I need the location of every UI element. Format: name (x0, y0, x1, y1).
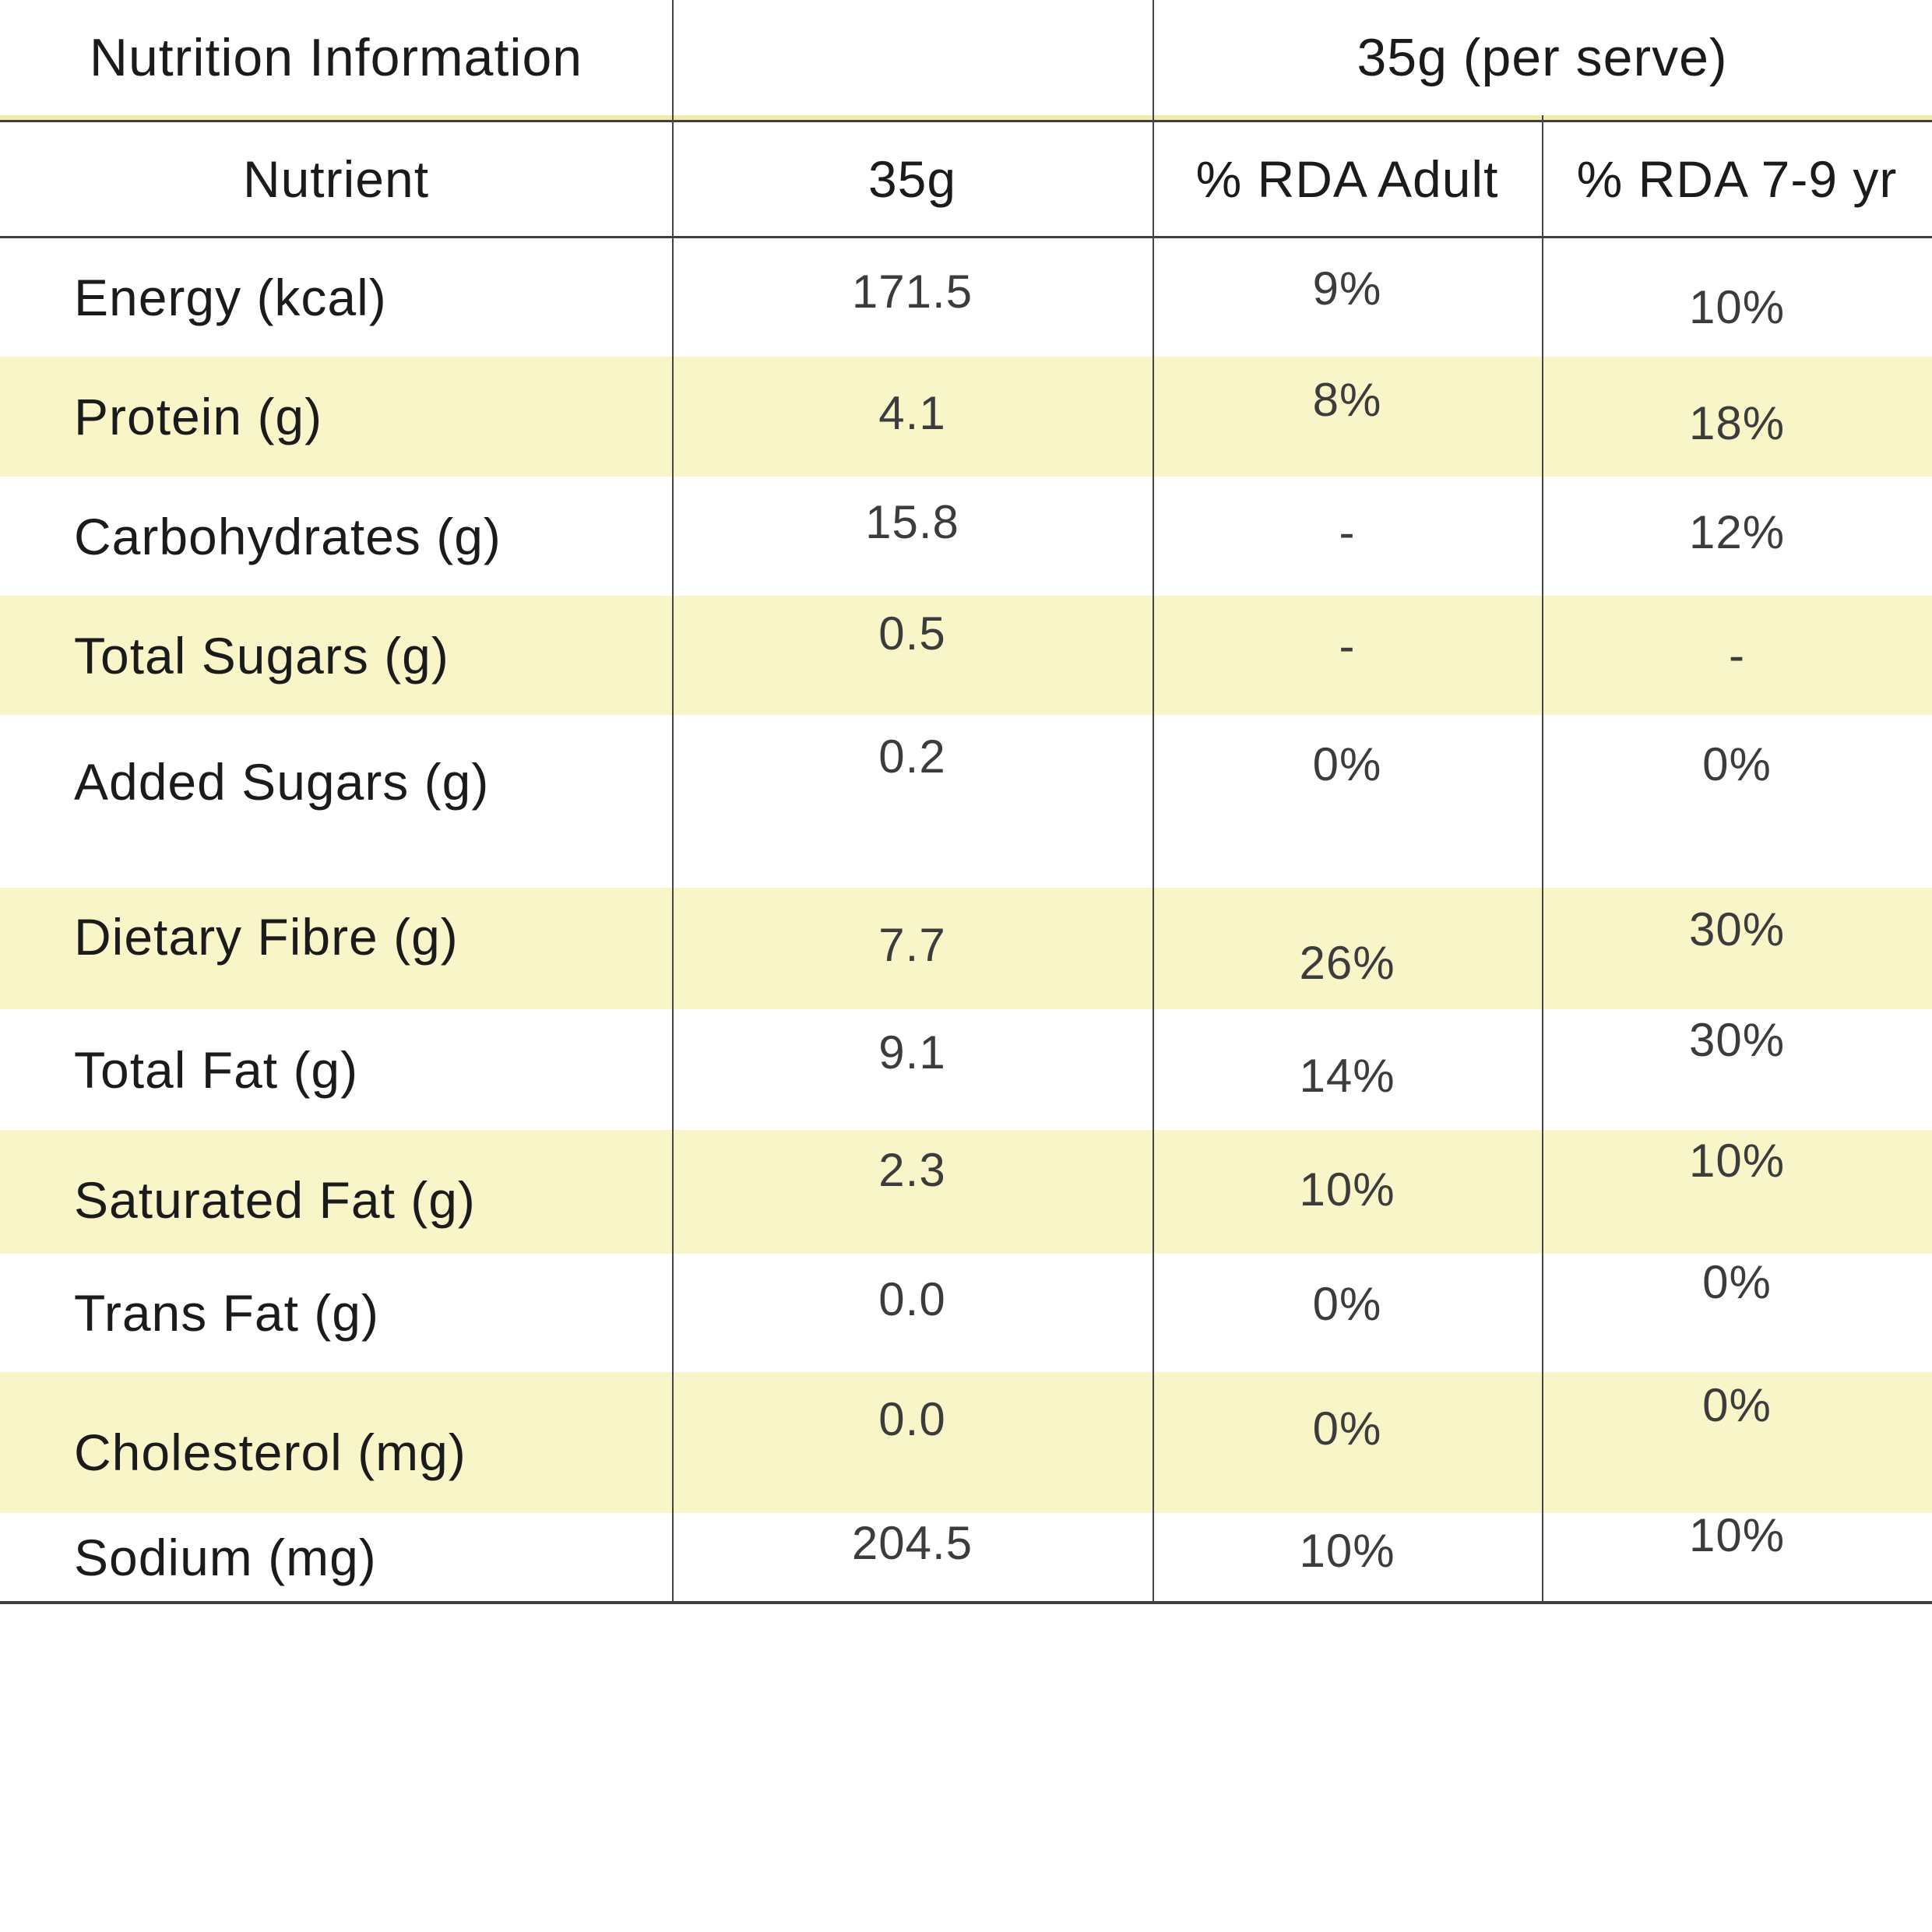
table-row-added-sugars: Added Sugars (g) 0.2 0% 0% (0, 715, 1932, 888)
row-rda-7-9yr: 18% (1688, 396, 1786, 449)
table-bottom-border (0, 1601, 1932, 1604)
row-amount: 171.5 (851, 265, 973, 318)
row-amount: 204.5 (851, 1517, 973, 1569)
header-amount: 35g (867, 150, 957, 208)
row-label: Cholesterol (mg) (74, 1423, 466, 1481)
grid-line-col3 (1542, 115, 1543, 1602)
bottom-whitespace (0, 1604, 1932, 1931)
grid-line-col2 (1153, 0, 1154, 1602)
table-row-carbohydrates: Carbohydrates (g) 15.8 - 12% (0, 477, 1932, 596)
row-rda-adult: 10% (1299, 1525, 1395, 1577)
row-amount: 15.8 (865, 496, 959, 548)
row-amount: 7.7 (878, 918, 946, 971)
table-row-total-sugars: Total Sugars (g) 0.5 - - (0, 596, 1932, 715)
row-rda-7-9yr: 0% (1702, 1255, 1772, 1308)
row-rda-7-9yr: 30% (1688, 903, 1786, 955)
row-rda-adult: 10% (1299, 1163, 1395, 1216)
row-amount: 4.1 (878, 386, 946, 439)
table-row-dietary-fibre: Dietary Fibre (g) 7.7 26% 30% (0, 888, 1932, 1009)
row-rda-adult: - (1339, 620, 1356, 672)
header-rda-7-9yr-cell: % RDA 7-9 yr (1542, 122, 1932, 236)
row-amount: 2.3 (878, 1144, 946, 1196)
row-label: Dietary Fibre (g) (74, 908, 459, 966)
table-row-cholesterol: Cholesterol (mg) 0.0 0% 0% (0, 1372, 1932, 1513)
row-rda-7-9yr: - (1729, 629, 1745, 681)
row-rda-adult: - (1339, 506, 1356, 558)
row-label: Total Sugars (g) (74, 626, 449, 684)
row-label: Added Sugars (g) (74, 753, 490, 811)
table-row-total-fat: Total Fat (g) 9.1 14% 30% (0, 1009, 1932, 1130)
header-nutrient: Nutrient (242, 150, 430, 208)
grid-line-col1 (672, 0, 674, 1602)
row-rda-7-9yr: 10% (1688, 280, 1786, 333)
row-rda-adult: 14% (1299, 1050, 1395, 1102)
row-rda-adult: 0% (1312, 1402, 1382, 1455)
row-rda-7-9yr: 10% (1688, 1509, 1786, 1561)
row-amount: 9.1 (878, 1026, 946, 1079)
table-row-saturated-fat: Saturated Fat (g) 2.3 10% 10% (0, 1130, 1932, 1254)
row-rda-7-9yr: 30% (1688, 1014, 1786, 1066)
serving-header-cell: 35g (per serve) (1153, 0, 1932, 115)
header-rda-adult: % RDA Adult (1195, 150, 1499, 208)
row-amount: 0.5 (878, 607, 946, 660)
header-divider-dark (0, 236, 1932, 238)
row-label: Energy (kcal) (74, 269, 387, 326)
table-row-trans-fat: Trans Fat (g) 0.0 0% 0% (0, 1254, 1932, 1372)
row-amount: 0.0 (878, 1393, 946, 1445)
table-row-protein: Protein (g) 4.1 8% 18% (0, 357, 1932, 477)
row-label: Saturated Fat (g) (74, 1170, 476, 1229)
row-rda-adult: 0% (1312, 1277, 1382, 1330)
row-label: Trans Fat (g) (74, 1284, 379, 1342)
table-title-cell: Nutrition Information (0, 0, 672, 115)
title-divider-yellow (0, 115, 1932, 120)
header-rda-adult-cell: % RDA Adult (1153, 122, 1542, 236)
title-row: Nutrition Information 35g (per serve) (0, 0, 1932, 115)
row-label: Carbohydrates (g) (74, 507, 501, 565)
table-row-energy: Energy (kcal) 171.5 9% 10% (0, 238, 1932, 357)
header-nutrient-cell: Nutrient (0, 122, 672, 236)
row-rda-adult: 9% (1312, 262, 1382, 315)
header-amount-cell: 35g (672, 122, 1153, 236)
row-rda-7-9yr: 12% (1688, 506, 1786, 558)
row-amount: 0.2 (878, 730, 946, 783)
title-divider-dark (0, 120, 1932, 122)
header-rda-7-9yr: % RDA 7-9 yr (1576, 150, 1898, 208)
serving-size-header: 35g (per serve) (1357, 28, 1728, 87)
column-header-row: Nutrient 35g % RDA Adult % RDA 7-9 yr (0, 122, 1932, 236)
row-rda-adult: 0% (1312, 737, 1382, 790)
table-title: Nutrition Information (89, 28, 583, 87)
row-label: Total Fat (g) (74, 1040, 359, 1099)
row-amount: 0.0 (878, 1272, 946, 1325)
row-rda-7-9yr: 10% (1688, 1135, 1786, 1187)
row-rda-adult: 8% (1312, 373, 1382, 426)
row-rda-adult: 26% (1299, 936, 1395, 989)
row-label: Protein (g) (74, 388, 323, 445)
row-rda-7-9yr: 0% (1702, 1379, 1772, 1431)
row-rda-7-9yr: 0% (1702, 737, 1772, 790)
row-label: Sodium (mg) (74, 1528, 377, 1586)
title-empty-cell (672, 0, 1153, 115)
table-row-sodium: Sodium (mg) 204.5 10% 10% (0, 1509, 1932, 1601)
